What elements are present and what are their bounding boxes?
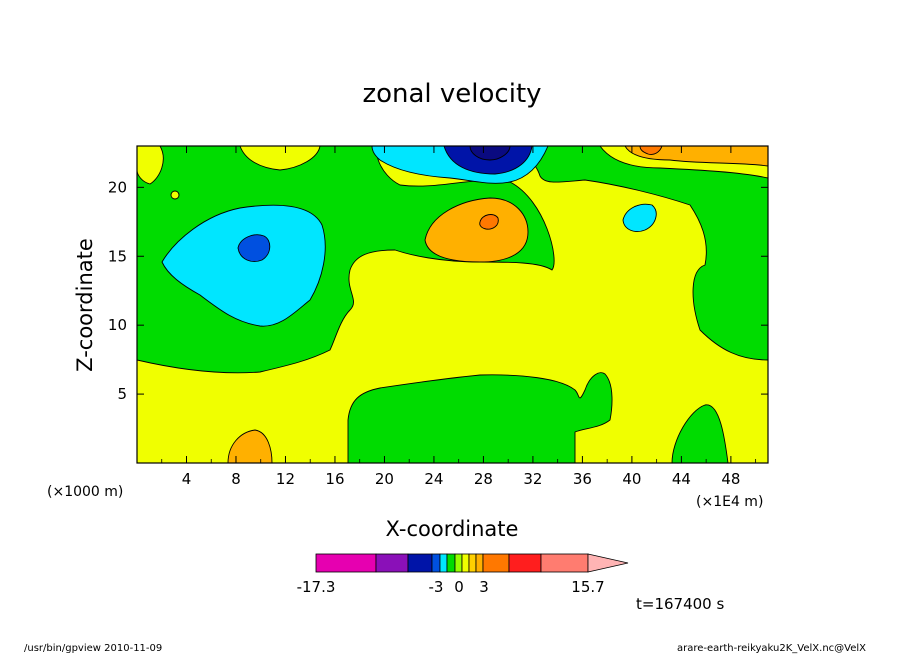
colorbar: [315, 553, 629, 573]
x-tick-label: 24: [424, 470, 443, 488]
colorbar-segment: [407, 553, 433, 573]
colorbar-segment: [468, 553, 477, 573]
colorbar-segment: [375, 553, 409, 573]
colorbar-segment: [461, 553, 470, 573]
x-tick-label: 12: [276, 470, 295, 488]
region-yellow-dot: [170, 190, 180, 200]
region-cyan-right: [622, 203, 657, 232]
x-unit-right: (×1E4 m): [696, 494, 763, 510]
time-label: t=167400 s: [636, 595, 724, 613]
x-tick-label: 32: [523, 470, 542, 488]
colorbar-label-3: 3: [479, 578, 489, 596]
plot-frame: [136, 145, 769, 464]
colorbar-segment: [508, 553, 542, 573]
region-darkorange-topright: [639, 146, 663, 155]
y-tick-label: 15: [108, 247, 127, 265]
colorbar-segment: [540, 553, 589, 573]
x-axis-label: X-coordinate: [386, 517, 519, 541]
footer-right: arare-earth-reikyaku2K_VelX.nc@VelX: [677, 643, 866, 654]
x-tick-label: 40: [622, 470, 641, 488]
x-tick-label: 28: [474, 470, 493, 488]
region-orange-bottom: [227, 429, 273, 463]
region-yellow-topleft: [137, 146, 164, 185]
x-tick-label: 44: [672, 470, 691, 488]
x-tick-label: 16: [325, 470, 344, 488]
colorbar-segment: [431, 553, 441, 573]
region-orange-center: [424, 197, 529, 263]
x-tick-label: 48: [721, 470, 740, 488]
y-tick-label: 20: [108, 178, 127, 196]
y-axis-label: Z-coordinate: [73, 238, 97, 372]
region-navy-top: [469, 146, 511, 161]
chart-title: zonal velocity: [362, 79, 541, 109]
x-tick-label: 20: [375, 470, 394, 488]
y-tick-label: 10: [108, 316, 127, 334]
colorbar-label-zero: 0: [454, 578, 464, 596]
colorbar-segment: [475, 553, 484, 573]
colorbar-label-max: 15.7: [571, 578, 604, 596]
colorbar-extend-arrow: [587, 553, 629, 573]
contour-field: [137, 146, 768, 463]
x-unit-left: (×1000 m): [47, 484, 123, 500]
region-green-bottom: [347, 372, 613, 463]
region-cyan-left: [161, 204, 326, 327]
x-tick-label: 4: [182, 470, 192, 488]
colorbar-label-min: -17.3: [297, 578, 336, 596]
colorbar-segment: [315, 553, 377, 573]
region-orange-topright: [624, 146, 768, 167]
colorbar-segment: [446, 553, 456, 573]
x-tick-label: 36: [573, 470, 592, 488]
region-darkorange-center: [479, 214, 499, 230]
y-tick-label: 5: [117, 385, 127, 403]
colorbar-label-neg3: -3: [429, 578, 444, 596]
region-green-bottomright: [671, 404, 729, 463]
footer-left: /usr/bin/gpview 2010-11-09: [24, 643, 162, 654]
colorbar-segment: [454, 553, 463, 573]
region-blue-left-core: [237, 234, 271, 262]
colorbar-segment: [482, 553, 510, 573]
colorbar-segment: [439, 553, 448, 573]
region-yellow-top-mid: [239, 146, 321, 171]
x-tick-label: 8: [231, 470, 241, 488]
